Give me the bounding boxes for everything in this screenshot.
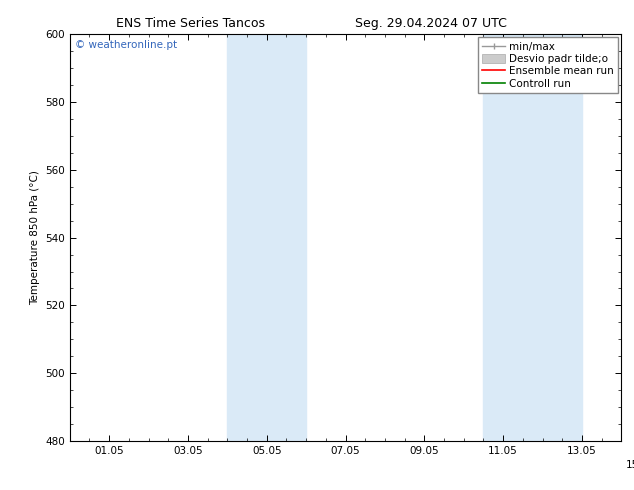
Text: 15.05: 15.05 [626, 461, 634, 470]
Bar [483, 34, 582, 441]
Legend: min/max, Desvio padr tilde;o, Ensemble mean run, Controll run: min/max, Desvio padr tilde;o, Ensemble m… [478, 37, 618, 93]
Y-axis label: Temperature 850 hPa (°C): Temperature 850 hPa (°C) [30, 170, 39, 305]
Text: Seg. 29.04.2024 07 UTC: Seg. 29.04.2024 07 UTC [355, 17, 507, 30]
Bar [228, 34, 306, 441]
Text: © weatheronline.pt: © weatheronline.pt [75, 40, 178, 50]
Text: ENS Time Series Tancos: ENS Time Series Tancos [115, 17, 265, 30]
